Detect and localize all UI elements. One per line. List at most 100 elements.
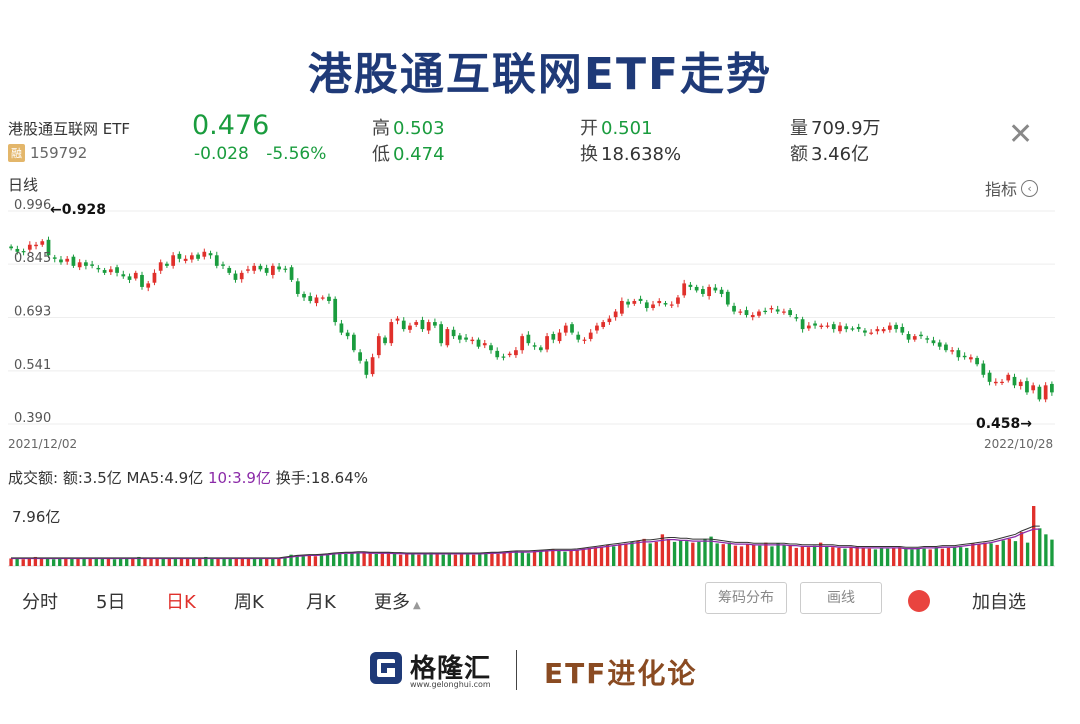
candle-body [108, 269, 113, 273]
volume-bar [368, 553, 372, 566]
candle-body [258, 265, 263, 270]
volume-bar [411, 553, 415, 566]
volume-bar [849, 547, 853, 566]
candle-body [906, 334, 911, 340]
candle-body [358, 352, 362, 361]
volume-bar [672, 541, 677, 566]
candle-body [46, 239, 51, 256]
volume-bar [843, 548, 847, 566]
candle-body [545, 336, 549, 350]
candle-body [732, 305, 736, 312]
volume-bar [496, 553, 500, 566]
candle-body [320, 297, 325, 299]
tab-day-k[interactable]: 日K [166, 592, 196, 613]
candle-body [433, 322, 437, 326]
volume-bar [776, 543, 780, 566]
volume-bar [313, 556, 318, 566]
candle-body [476, 339, 481, 347]
max-annotation: ←0.928 [50, 202, 106, 218]
candle-body [77, 262, 82, 268]
volume-bars [9, 506, 1054, 566]
indicator-button[interactable]: 指标 ‹ [985, 176, 1039, 200]
chip-distribution-button[interactable]: 筹码分布 [705, 582, 787, 614]
candle-body [532, 345, 537, 347]
close-icon[interactable]: ✕ [1008, 117, 1034, 152]
candle-body [806, 325, 811, 329]
candle-body [956, 350, 961, 358]
candle-body [233, 273, 238, 280]
candle-body [570, 324, 574, 333]
candle-body [557, 332, 562, 342]
volume-bar [246, 558, 251, 566]
candle-body [1006, 374, 1011, 381]
x-end-label: 2022/10/28 [984, 437, 1053, 451]
candle-body [277, 266, 281, 270]
volume-bar [295, 555, 299, 566]
volume-bar [51, 559, 56, 566]
tab-intraday[interactable]: 分时 [22, 592, 58, 613]
candle-body [738, 311, 743, 313]
security-code-row: 融 159792 [8, 144, 87, 162]
volume-bar [587, 547, 592, 566]
volume-bar [691, 542, 695, 566]
volume-bar [818, 542, 823, 566]
candle-body [246, 269, 250, 271]
candle-body [146, 283, 151, 288]
volume-bar [100, 558, 105, 566]
candle-body [214, 255, 219, 266]
candle-body [445, 329, 450, 346]
candle-body [601, 322, 606, 327]
volume-bar [185, 558, 190, 566]
volume-bar [471, 554, 476, 566]
candle-body [962, 355, 967, 358]
candle-body [551, 334, 556, 340]
tab-week-k[interactable]: 周K [234, 592, 264, 613]
volume-bar [234, 558, 238, 566]
candle-body [140, 274, 144, 287]
volume-bar [654, 541, 658, 566]
volume-bar [125, 557, 129, 566]
candle-body [520, 336, 525, 351]
volume-bar [520, 552, 525, 566]
indicator-label: 指标 [985, 180, 1018, 199]
candle-body [831, 324, 836, 330]
volume-bar [112, 559, 117, 566]
volume-bar [995, 544, 999, 566]
candle-body [370, 357, 375, 375]
gelonghui-logo-icon [370, 652, 402, 684]
candle-body [744, 310, 749, 316]
candle-body [844, 326, 849, 330]
volume-bar [733, 545, 738, 566]
candle-body [856, 326, 861, 330]
candle-body [376, 336, 381, 356]
draw-line-button[interactable]: 画线 [800, 582, 882, 614]
volume-bar [928, 549, 932, 566]
tab-more[interactable]: 更多 ▲ [374, 592, 421, 613]
change-percent: -5.56% [266, 144, 327, 164]
volume-bar [33, 556, 38, 566]
turnover-stat: 换 18.638% [580, 144, 682, 165]
volume-bar [910, 549, 914, 566]
volume-bar [1019, 532, 1024, 566]
volume-bar [624, 543, 628, 566]
add-watchlist-button[interactable]: 加自选 [972, 592, 1026, 613]
candle-body [538, 347, 543, 351]
candle-body [1050, 383, 1054, 393]
candle-body [788, 310, 793, 316]
volume-stat: 量 709.9万 [790, 118, 881, 139]
candle-body [975, 357, 979, 365]
triangle-up-icon: ▲ [413, 600, 421, 611]
volume-bar [283, 556, 287, 566]
tab-five-day[interactable]: 5日 [96, 592, 126, 613]
tab-month-k[interactable]: 月K [306, 592, 336, 613]
candle-body [65, 258, 70, 262]
volume-bar [265, 558, 269, 566]
volume-bar [1032, 506, 1036, 566]
candle-body [1000, 381, 1004, 384]
volume-bar [9, 558, 13, 566]
record-dot-icon[interactable] [908, 590, 930, 612]
volume-bar [782, 544, 786, 566]
candle-body [189, 255, 194, 260]
candle-body [339, 323, 344, 333]
